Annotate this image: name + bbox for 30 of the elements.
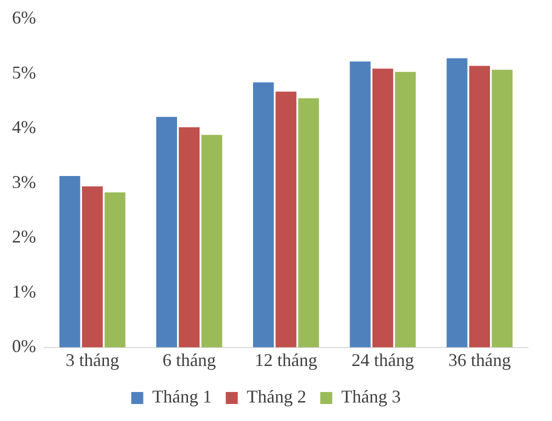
bar (59, 176, 80, 348)
bar (201, 134, 222, 348)
legend-label: Tháng 3 (341, 386, 401, 407)
x-tick-label: 3 tháng (66, 350, 120, 370)
y-tick-label: 2% (12, 226, 36, 247)
bar (253, 82, 274, 348)
bar (469, 66, 490, 348)
bar (372, 68, 394, 348)
legend-label: Tháng 2 (246, 386, 306, 407)
x-tick-label: 12 tháng (254, 350, 318, 370)
bar (82, 186, 103, 348)
legend-label: Tháng 1 (152, 386, 212, 407)
bar (178, 127, 200, 348)
bar (156, 116, 177, 348)
bar (298, 98, 319, 348)
y-tick-label: 6% (12, 8, 36, 28)
bar (104, 192, 126, 348)
x-tick-label: 24 tháng (352, 350, 414, 370)
bar (350, 62, 371, 348)
y-tick-label: 0% (12, 336, 36, 356)
y-tick-label: 3% (12, 172, 36, 192)
y-tick-label: 5% (12, 62, 36, 82)
x-tick-label: 36 tháng (448, 350, 511, 370)
bar (276, 92, 296, 348)
x-tick-label: 6 tháng (162, 350, 216, 370)
y-tick-label: 4% (12, 117, 36, 138)
bar (394, 72, 416, 348)
bar (446, 58, 468, 348)
y-tick-label: 1% (12, 281, 36, 302)
bar (492, 70, 513, 348)
